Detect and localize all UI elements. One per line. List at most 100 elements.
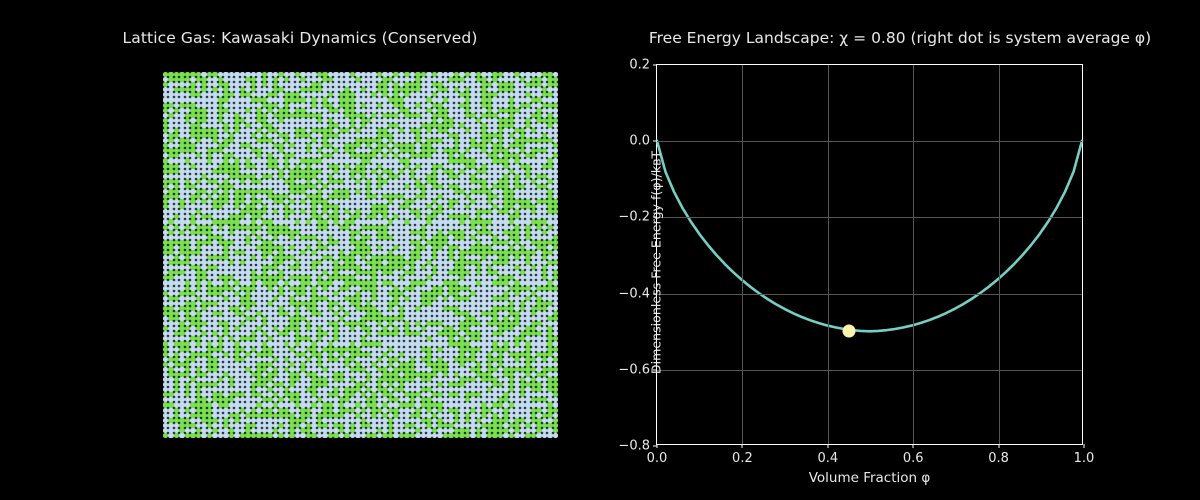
lattice-cell [503, 239, 509, 245]
lattice-cell [173, 366, 180, 372]
lattice-cell [409, 194, 416, 200]
lattice-cell [212, 295, 218, 301]
lattice-cell [382, 117, 388, 123]
lattice-cell [355, 239, 361, 245]
lattice-cell [426, 183, 432, 189]
lattice-cell [278, 321, 284, 327]
lattice-cell [217, 351, 224, 357]
lattice-cell [206, 224, 213, 230]
lattice-cell [503, 117, 509, 123]
lattice-cell [239, 82, 246, 88]
lattice-cell [387, 351, 394, 357]
lattice-cell [371, 321, 377, 327]
lattice-cell [294, 133, 301, 139]
lattice-cell [475, 188, 482, 194]
lattice-cell [393, 214, 399, 220]
lattice-cell [393, 336, 399, 342]
lattice-cell [530, 87, 537, 93]
lattice-cell [475, 209, 482, 215]
lattice-cell [382, 229, 388, 235]
lattice-cell [245, 188, 251, 194]
lattice-cell [393, 97, 399, 103]
lattice-cell [184, 392, 191, 398]
lattice-cell [206, 173, 213, 179]
lattice-cell [409, 97, 416, 103]
lattice-cell [453, 127, 460, 133]
lattice-cell [398, 417, 405, 423]
lattice-cell [289, 295, 295, 301]
lattice-cell [431, 407, 438, 413]
lattice-cell [448, 249, 454, 255]
lattice-cell [333, 107, 339, 113]
lattice-cell [300, 305, 306, 311]
lattice-cell [195, 214, 202, 220]
lattice-cell [311, 366, 317, 372]
lattice-cell [333, 209, 339, 215]
lattice-cell [431, 234, 438, 240]
lattice-cell [541, 117, 548, 123]
lattice-cell [376, 341, 383, 347]
lattice-cell [223, 377, 229, 383]
lattice-cell [316, 356, 323, 362]
lattice-cell [256, 351, 262, 357]
lattice-cell [300, 163, 306, 169]
lattice-cell [470, 341, 476, 347]
lattice-cell [212, 366, 218, 372]
lattice-cell [536, 183, 542, 189]
lattice-cell [311, 239, 317, 245]
lattice-cell [272, 224, 279, 230]
lattice-cell [426, 178, 432, 184]
lattice-cell [508, 331, 515, 337]
lattice-cell [272, 194, 279, 200]
lattice-cell [376, 143, 383, 149]
lattice-cell [283, 122, 290, 128]
lattice-cell [245, 366, 251, 372]
lattice-cell [492, 224, 498, 230]
lattice-cell [464, 280, 471, 286]
lattice-cell [530, 300, 537, 306]
lattice-cell [195, 219, 202, 225]
lattice-cell [333, 356, 339, 362]
lattice-cell [365, 77, 372, 83]
lattice-cell [360, 158, 366, 164]
lattice-cell [470, 112, 476, 118]
lattice-cell [420, 178, 427, 184]
lattice-cell [261, 300, 268, 306]
lattice-cell [442, 127, 449, 133]
lattice-cell [371, 138, 377, 144]
lattice-cell [393, 173, 399, 179]
lattice-cell [453, 168, 460, 174]
lattice-cell [459, 199, 465, 205]
lattice-cell [431, 244, 438, 250]
lattice-cell [541, 392, 548, 398]
lattice-cell [300, 402, 306, 408]
lattice-cell [234, 72, 240, 78]
lattice-cell [530, 127, 537, 133]
lattice-cell [283, 234, 290, 240]
lattice-cell [371, 275, 377, 281]
lattice-cell [404, 107, 410, 113]
lattice-cell [431, 341, 438, 347]
lattice-cell [486, 417, 493, 423]
lattice-cell [514, 280, 520, 286]
lattice-cell [163, 326, 169, 332]
lattice-cell [365, 183, 372, 189]
lattice-cell [442, 377, 449, 383]
lattice-cell [184, 194, 191, 200]
lattice-cell [228, 260, 235, 266]
lattice-cell [536, 178, 542, 184]
lattice-cell [239, 305, 246, 311]
lattice-cell [267, 148, 273, 154]
lattice-cell [415, 188, 421, 194]
lattice-cell [289, 397, 295, 403]
lattice-cell [426, 371, 432, 377]
lattice-cell [536, 117, 542, 123]
lattice-cell [256, 321, 262, 327]
lattice-cell [245, 310, 251, 316]
lattice-cell [420, 316, 427, 322]
lattice-cell [228, 351, 235, 357]
lattice-cell [486, 346, 493, 352]
lattice-cell [453, 382, 460, 388]
lattice-cell [322, 117, 328, 123]
lattice-cell [365, 127, 372, 133]
